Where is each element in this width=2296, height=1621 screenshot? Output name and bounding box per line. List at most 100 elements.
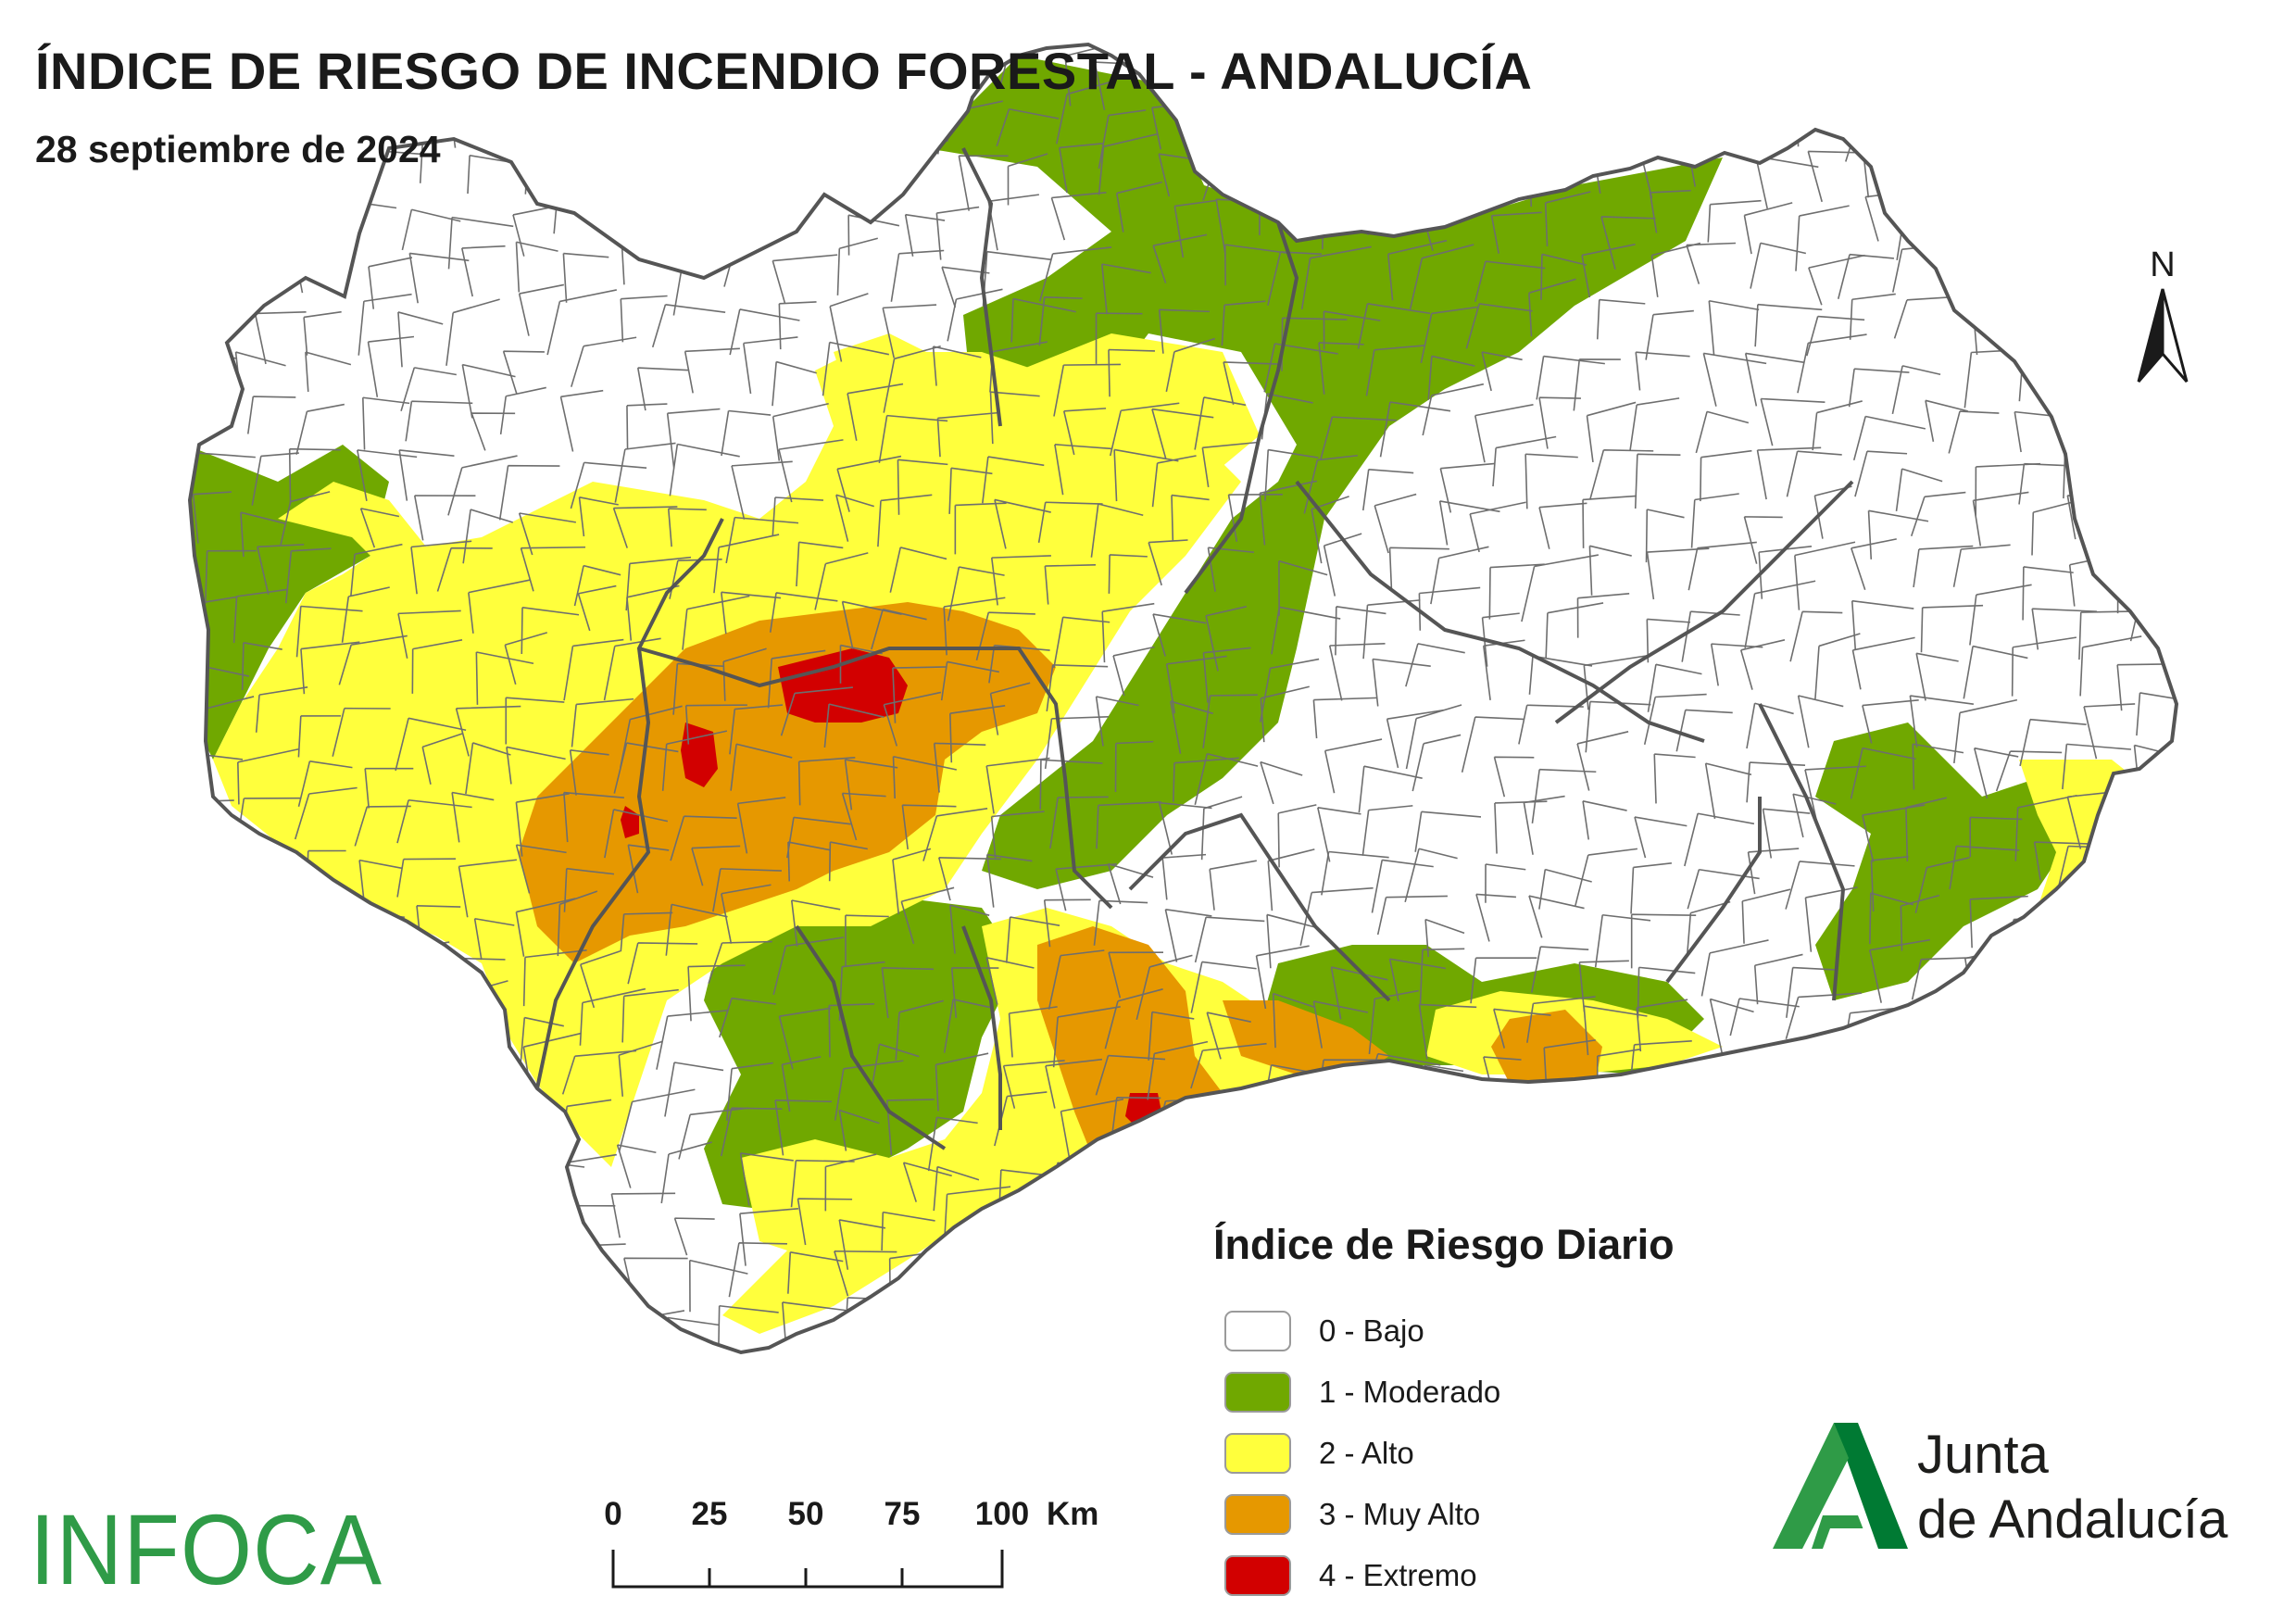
municipal-boundary [1042, 1304, 1114, 1351]
municipal-boundary [1972, 491, 2029, 547]
municipal-boundary [303, 310, 342, 356]
zone-alto-east [834, 333, 982, 435]
municipal-boundary [2075, 940, 2123, 999]
municipal-boundary [505, 697, 565, 745]
municipal-boundary [772, 936, 844, 996]
municipal-boundary [1814, 57, 1855, 99]
province-boundaries [535, 147, 1854, 1150]
province-boundary [1758, 703, 1846, 1001]
municipal-boundary [1967, 147, 2016, 191]
municipal-boundary [2010, 1192, 2069, 1239]
municipal-boundary [787, 1251, 844, 1294]
municipal-boundary [436, 547, 493, 592]
page-subtitle: 28 septiembre de 2024 [35, 128, 441, 170]
municipal-boundary [772, 254, 838, 305]
municipal-boundary [603, 637, 661, 701]
municipal-boundary [1586, 401, 1637, 463]
municipal-boundary [1165, 655, 1227, 714]
municipal-boundary [2118, 495, 2177, 538]
municipal-boundary [1906, 1313, 1958, 1352]
municipal-boundary [687, 964, 746, 1022]
zone-muy-alto-malaga [1037, 926, 1389, 1176]
municipal-boundary [1420, 306, 1478, 363]
municipal-boundary [2010, 1048, 2062, 1109]
municipal-boundary [294, 786, 358, 840]
legend-swatch-extremo [1224, 1555, 1291, 1596]
municipal-boundary [518, 283, 564, 336]
municipal-boundary [1700, 939, 1769, 997]
municipal-boundary [1786, 450, 1842, 497]
municipal-boundary [1171, 494, 1210, 541]
municipal-boundary [561, 1049, 637, 1095]
municipal-boundary [719, 997, 776, 1038]
municipal-boundary [772, 360, 817, 407]
municipal-boundary [1969, 895, 2028, 949]
municipal-boundary [557, 890, 598, 957]
municipal-boundary [1044, 564, 1097, 605]
municipal-boundary [614, 442, 676, 503]
municipal-boundary [903, 1310, 956, 1352]
municipal-boundary [1957, 1096, 1998, 1144]
municipal-boundary [1158, 801, 1212, 855]
municipal-boundary [1362, 599, 1421, 660]
municipal-boundary [1059, 143, 1104, 194]
municipal-boundary [828, 1003, 875, 1058]
municipal-boundary [1704, 762, 1752, 820]
zone-alto-south [722, 760, 2158, 1334]
municipal-boundary [245, 1011, 302, 1062]
municipal-boundary [1372, 658, 1431, 707]
municipal-boundary [255, 216, 309, 270]
municipal-boundary [1959, 1314, 1999, 1352]
province-boundary [1128, 812, 1391, 1002]
municipal-boundary [1969, 816, 2023, 858]
municipal-boundary [1946, 48, 2004, 102]
municipal-boundary [2063, 440, 2129, 499]
municipal-boundary [897, 459, 948, 515]
municipal-boundary [1687, 868, 1760, 910]
municipal-boundary [389, 1211, 442, 1261]
province-boundary [961, 147, 1002, 427]
legend-item-bajo: 0 - Bajo [1213, 1301, 1788, 1362]
municipal-boundary [935, 206, 980, 260]
municipal-boundary [1371, 859, 1434, 913]
municipal-boundary [1202, 694, 1258, 748]
municipal-boundary [2068, 900, 2127, 943]
municipal-boundary [421, 733, 464, 785]
municipal-boundary [363, 1095, 405, 1149]
municipal-boundary [1201, 441, 1259, 488]
municipal-boundary [458, 859, 517, 918]
municipal-boundary [989, 682, 1031, 735]
municipal-boundary [1108, 951, 1164, 999]
municipal-boundary [1272, 992, 1316, 1049]
municipal-boundary [1544, 44, 1600, 90]
municipal-boundary [1528, 895, 1585, 938]
municipal-boundary [408, 1094, 478, 1150]
municipal-boundary [192, 491, 232, 544]
municipal-boundary [882, 304, 937, 358]
municipal-boundary [1690, 103, 1747, 158]
municipal-boundary [1795, 205, 1850, 271]
municipal-boundary [336, 1200, 402, 1264]
junta-line2: de Andalucía [1917, 1489, 2228, 1550]
legend-swatch-moderado [1224, 1372, 1291, 1413]
municipal-boundary [1576, 593, 1630, 638]
municipal-boundary [985, 853, 1033, 908]
municipal-boundary [1867, 509, 1929, 559]
municipal-boundary [1037, 501, 1103, 543]
municipal-boundary [2000, 1013, 2071, 1065]
municipal-boundary [785, 100, 842, 144]
municipal-boundary [1753, 953, 1803, 1005]
municipal-boundary [1637, 1145, 1700, 1186]
municipal-boundary [1246, 1081, 1299, 1147]
municipal-boundary [946, 1263, 1009, 1321]
municipal-boundary [1098, 132, 1158, 195]
municipal-boundary [520, 546, 586, 592]
municipal-boundary [1202, 647, 1251, 703]
municipal-boundary [667, 508, 707, 547]
municipal-boundary [1540, 253, 1587, 300]
municipal-boundary [499, 386, 546, 435]
municipal-boundary [1312, 697, 1378, 739]
municipal-boundary [1161, 853, 1207, 900]
municipal-boundary [246, 396, 296, 434]
municipal-boundary [332, 707, 391, 757]
